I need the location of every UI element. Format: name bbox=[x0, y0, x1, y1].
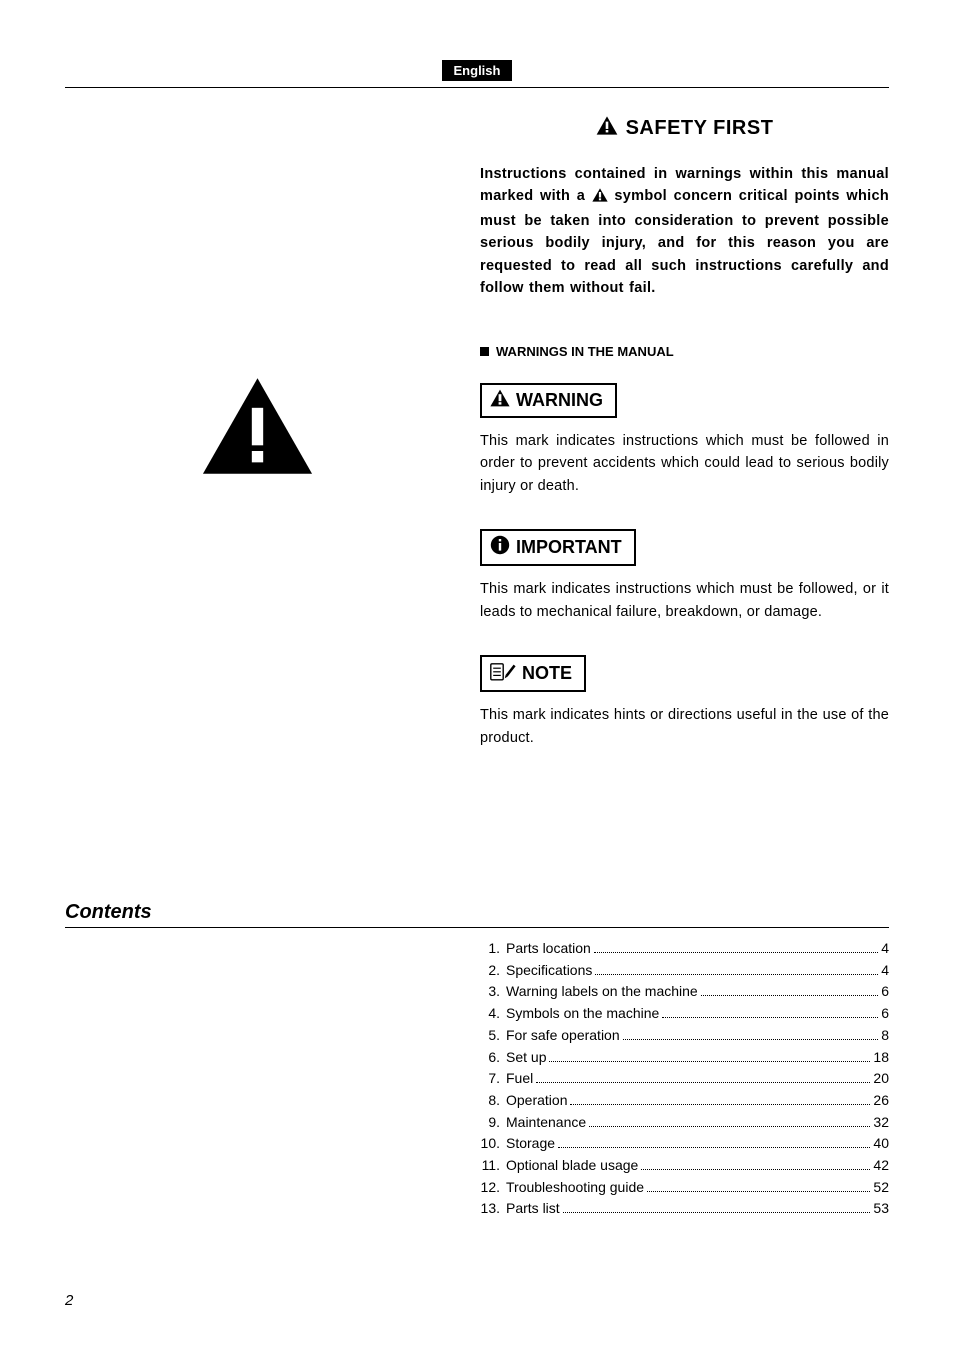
toc-leader-dots bbox=[662, 1017, 878, 1018]
toc-number: 11. bbox=[480, 1155, 506, 1177]
note-label: NOTE bbox=[522, 663, 572, 684]
toc-leader-dots bbox=[536, 1082, 870, 1083]
language-badge: English bbox=[442, 60, 513, 81]
toc-row: 10.Storage 40 bbox=[480, 1133, 889, 1155]
toc-row: 9.Maintenance 32 bbox=[480, 1112, 889, 1134]
warning-triangle-icon bbox=[596, 116, 618, 141]
note-callout-box: NOTE bbox=[480, 655, 586, 692]
toc-page: 4 bbox=[881, 960, 889, 982]
toc-page: 52 bbox=[873, 1177, 889, 1199]
toc-row: 7.Fuel 20 bbox=[480, 1068, 889, 1090]
toc-row: 1.Parts location 4 bbox=[480, 938, 889, 960]
toc-number: 8. bbox=[480, 1090, 506, 1112]
toc-leader-dots bbox=[563, 1212, 871, 1213]
toc-label: Parts list bbox=[506, 1198, 560, 1220]
toc-page: 42 bbox=[873, 1155, 889, 1177]
top-divider bbox=[65, 87, 889, 88]
toc-leader-dots bbox=[647, 1191, 870, 1192]
contents-divider bbox=[65, 927, 889, 928]
intro-paragraph: Instructions contained in warnings withi… bbox=[480, 163, 889, 300]
toc-leader-dots bbox=[589, 1126, 870, 1127]
important-callout-box: IMPORTANT bbox=[480, 529, 636, 566]
toc-number: 5. bbox=[480, 1025, 506, 1047]
toc-row: 4.Symbols on the machine 6 bbox=[480, 1003, 889, 1025]
toc-label: Specifications bbox=[506, 960, 592, 982]
toc-row: 5.For safe operation 8 bbox=[480, 1025, 889, 1047]
toc-number: 6. bbox=[480, 1047, 506, 1069]
toc-row: 6.Set up 18 bbox=[480, 1047, 889, 1069]
toc-leader-dots bbox=[623, 1039, 879, 1040]
important-label: IMPORTANT bbox=[516, 537, 622, 558]
safety-first-heading: SAFETY FIRST bbox=[480, 116, 889, 141]
toc-label: Troubleshooting guide bbox=[506, 1177, 644, 1199]
toc-page: 6 bbox=[881, 1003, 889, 1025]
intro-text-2: symbol concern critical points which mus… bbox=[480, 188, 889, 296]
toc-page: 4 bbox=[881, 938, 889, 960]
toc-page: 26 bbox=[873, 1090, 889, 1112]
important-description: This mark indicates instructions which m… bbox=[480, 578, 889, 623]
bullet-icon bbox=[480, 347, 489, 356]
warnings-subhead-text: WARNINGS IN THE MANUAL bbox=[496, 344, 674, 359]
toc-page: 8 bbox=[881, 1025, 889, 1047]
note-icon bbox=[490, 661, 516, 686]
toc-row: 13.Parts list 53 bbox=[480, 1198, 889, 1220]
table-of-contents: 1.Parts location42.Specifications43.Warn… bbox=[480, 938, 889, 1220]
toc-leader-dots bbox=[641, 1169, 870, 1170]
warning-triangle-icon bbox=[490, 389, 510, 412]
toc-page: 20 bbox=[873, 1068, 889, 1090]
toc-label: Warning labels on the machine bbox=[506, 981, 698, 1003]
toc-label: Parts location bbox=[506, 938, 591, 960]
toc-leader-dots bbox=[701, 995, 879, 996]
toc-leader-dots bbox=[558, 1147, 870, 1148]
toc-number: 7. bbox=[480, 1068, 506, 1090]
toc-label: Fuel bbox=[506, 1068, 533, 1090]
toc-number: 12. bbox=[480, 1177, 506, 1199]
note-description: This mark indicates hints or directions … bbox=[480, 704, 889, 749]
toc-number: 2. bbox=[480, 960, 506, 982]
toc-row: 2.Specifications 4 bbox=[480, 960, 889, 982]
toc-label: For safe operation bbox=[506, 1025, 620, 1047]
toc-page: 40 bbox=[873, 1133, 889, 1155]
toc-page: 53 bbox=[873, 1198, 889, 1220]
contents-title: Contents bbox=[65, 901, 889, 924]
info-circle-icon bbox=[490, 535, 510, 560]
toc-number: 10. bbox=[480, 1133, 506, 1155]
warning-description: This mark indicates instructions which m… bbox=[480, 430, 889, 497]
warning-label: WARNING bbox=[516, 390, 603, 411]
toc-label: Maintenance bbox=[506, 1112, 586, 1134]
right-column: SAFETY FIRST Instructions contained in w… bbox=[480, 116, 889, 781]
toc-row: 12.Troubleshooting guide 52 bbox=[480, 1177, 889, 1199]
contents-section: Contents 1.Parts location42.Specificatio… bbox=[65, 901, 889, 1220]
toc-leader-dots bbox=[549, 1061, 870, 1062]
warning-triangle-icon bbox=[592, 187, 608, 209]
toc-number: 9. bbox=[480, 1112, 506, 1134]
toc-label: Optional blade usage bbox=[506, 1155, 638, 1177]
toc-label: Set up bbox=[506, 1047, 546, 1069]
warnings-in-manual-heading: WARNINGS IN THE MANUAL bbox=[480, 344, 889, 359]
warning-triangle-icon bbox=[200, 376, 315, 481]
left-column bbox=[65, 116, 450, 781]
toc-label: Symbols on the machine bbox=[506, 1003, 659, 1025]
toc-leader-dots bbox=[570, 1104, 870, 1105]
warning-callout-box: WARNING bbox=[480, 383, 617, 418]
safety-first-text: SAFETY FIRST bbox=[626, 117, 774, 140]
toc-label: Storage bbox=[506, 1133, 555, 1155]
toc-number: 13. bbox=[480, 1198, 506, 1220]
page-number: 2 bbox=[65, 1292, 73, 1309]
toc-row: 3.Warning labels on the machine 6 bbox=[480, 981, 889, 1003]
toc-page: 18 bbox=[873, 1047, 889, 1069]
toc-number: 1. bbox=[480, 938, 506, 960]
toc-leader-dots bbox=[594, 952, 878, 953]
toc-leader-dots bbox=[595, 974, 878, 975]
toc-page: 6 bbox=[881, 981, 889, 1003]
toc-row: 11.Optional blade usage 42 bbox=[480, 1155, 889, 1177]
toc-label: Operation bbox=[506, 1090, 567, 1112]
toc-row: 8.Operation 26 bbox=[480, 1090, 889, 1112]
toc-number: 4. bbox=[480, 1003, 506, 1025]
toc-number: 3. bbox=[480, 981, 506, 1003]
toc-page: 32 bbox=[873, 1112, 889, 1134]
